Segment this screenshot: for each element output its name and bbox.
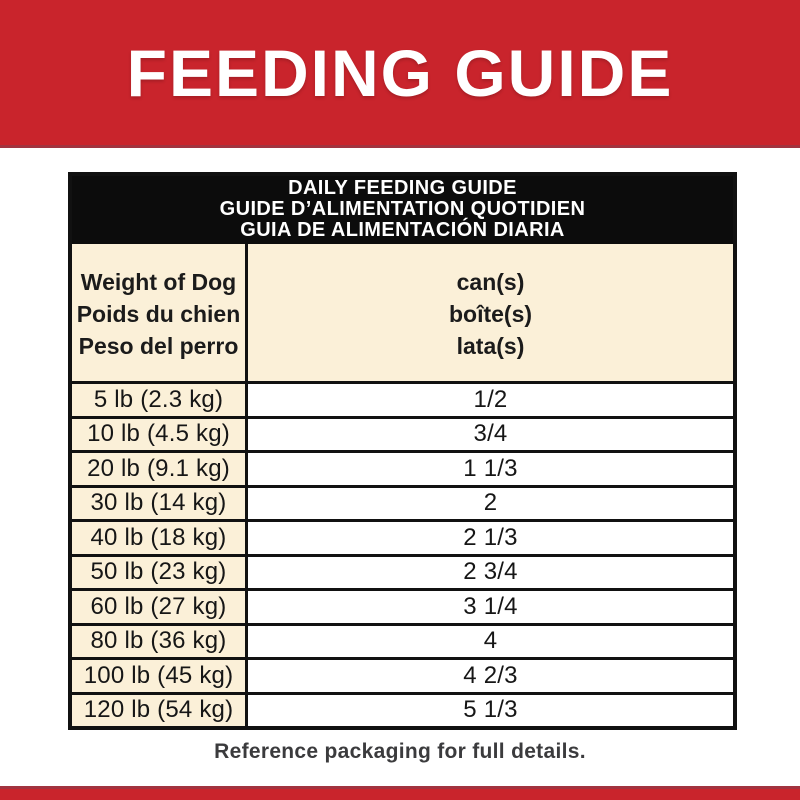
- amount-cell: 2: [248, 487, 733, 519]
- weight-cell: 30 lb (14 kg): [72, 487, 248, 519]
- weight-cell: 80 lb (36 kg): [72, 625, 248, 657]
- amount-cell: 2 1/3: [248, 522, 733, 554]
- feeding-table: DAILY FEEDING GUIDE GUIDE D’ALIMENTATION…: [68, 172, 737, 730]
- table-title-line-en: DAILY FEEDING GUIDE: [288, 177, 517, 199]
- table-title: DAILY FEEDING GUIDE GUIDE D’ALIMENTATION…: [72, 176, 733, 244]
- table-row: 80 lb (36 kg) 4: [72, 622, 733, 657]
- weight-cell: 10 lb (4.5 kg): [72, 418, 248, 450]
- weight-cell: 50 lb (23 kg): [72, 556, 248, 588]
- amount-cell: 1 1/3: [248, 453, 733, 485]
- amount-header-es: lata(s): [456, 333, 525, 359]
- table-body: 5 lb (2.3 kg) 1/2 10 lb (4.5 kg) 3/4 20 lb (…: [72, 384, 733, 726]
- amount-header-fr: boîte(s): [448, 301, 533, 327]
- table-row: 30 lb (14 kg) 2: [72, 484, 733, 519]
- weight-cell: 5 lb (2.3 kg): [72, 384, 248, 416]
- amount-cell: 3/4: [248, 418, 733, 450]
- table-row: 5 lb (2.3 kg) 1/2: [72, 384, 733, 416]
- table-row: 20 lb (9.1 kg) 1 1/3: [72, 450, 733, 485]
- weight-cell: 20 lb (9.1 kg): [72, 453, 248, 485]
- amount-header-en: can(s): [456, 269, 525, 295]
- amount-cell: 4 2/3: [248, 660, 733, 692]
- table-title-line-fr: GUIDE D’ALIMENTATION QUOTIDIEN: [219, 198, 586, 220]
- table-row: 100 lb (45 kg) 4 2/3: [72, 657, 733, 692]
- weight-header-es: Peso del perro: [78, 333, 239, 359]
- banner: FEEDING GUIDE: [0, 0, 800, 148]
- banner-title: FEEDING GUIDE: [126, 35, 674, 110]
- amount-cell: 4: [248, 625, 733, 657]
- table-row: 120 lb (54 kg) 5 1/3: [72, 691, 733, 726]
- amount-cell: 2 3/4: [248, 556, 733, 588]
- weight-cell: 60 lb (27 kg): [72, 591, 248, 623]
- table-row: 60 lb (27 kg) 3 1/4: [72, 588, 733, 623]
- amount-cell: 3 1/4: [248, 591, 733, 623]
- bottom-red-strip: [0, 786, 800, 800]
- weight-header-en: Weight of Dog: [80, 269, 237, 295]
- table-header-row: Weight of Dog Poids du chien Peso del pe…: [72, 244, 733, 384]
- weight-header-fr: Poids du chien: [76, 301, 241, 327]
- weight-cell: 40 lb (18 kg): [72, 522, 248, 554]
- amount-column-header: can(s) boîte(s) lata(s): [248, 244, 733, 381]
- table-title-line-es: GUIA DE ALIMENTACIÓN DIARIA: [240, 219, 565, 241]
- weight-cell: 120 lb (54 kg): [72, 694, 248, 726]
- footer-note: Reference packaging for full details.: [214, 740, 586, 763]
- table-row: 10 lb (4.5 kg) 3/4: [72, 415, 733, 450]
- table-row: 40 lb (18 kg) 2 1/3: [72, 519, 733, 554]
- amount-cell: 1/2: [248, 384, 733, 416]
- weight-column-header: Weight of Dog Poids du chien Peso del pe…: [72, 244, 248, 381]
- weight-cell: 100 lb (45 kg): [72, 660, 248, 692]
- amount-cell: 5 1/3: [248, 694, 733, 726]
- table-row: 50 lb (23 kg) 2 3/4: [72, 553, 733, 588]
